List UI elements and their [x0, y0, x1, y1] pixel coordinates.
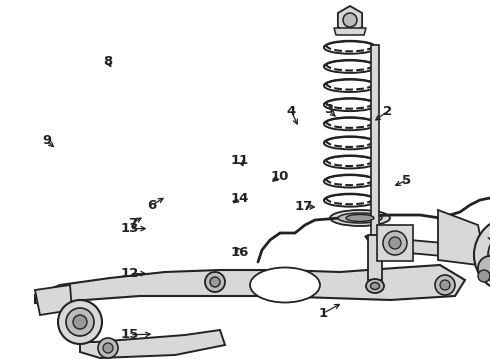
Text: 1: 1	[319, 307, 328, 320]
Polygon shape	[334, 28, 366, 35]
Text: 7: 7	[128, 217, 137, 230]
Text: 14: 14	[231, 192, 249, 204]
Polygon shape	[377, 225, 413, 261]
Polygon shape	[80, 330, 225, 358]
Text: 2: 2	[383, 105, 392, 118]
Polygon shape	[35, 285, 72, 315]
Polygon shape	[338, 6, 362, 34]
Ellipse shape	[346, 215, 374, 221]
Text: 5: 5	[402, 174, 411, 186]
Polygon shape	[488, 258, 490, 273]
Text: 10: 10	[270, 170, 289, 183]
Text: 12: 12	[121, 267, 139, 280]
Ellipse shape	[250, 267, 320, 302]
Circle shape	[103, 343, 113, 353]
Text: 17: 17	[294, 201, 313, 213]
Text: 16: 16	[231, 246, 249, 258]
Text: 6: 6	[147, 199, 156, 212]
Polygon shape	[438, 210, 482, 265]
Text: 8: 8	[103, 55, 112, 68]
Circle shape	[435, 275, 455, 295]
Text: 15: 15	[121, 328, 139, 341]
Polygon shape	[371, 45, 379, 235]
Circle shape	[488, 231, 490, 279]
Text: 3: 3	[324, 103, 333, 116]
Text: 4: 4	[287, 105, 296, 118]
Circle shape	[383, 231, 407, 255]
Circle shape	[478, 256, 490, 280]
Circle shape	[58, 300, 102, 344]
Circle shape	[478, 270, 490, 282]
Ellipse shape	[338, 213, 382, 223]
Polygon shape	[488, 237, 490, 251]
Text: 9: 9	[42, 134, 51, 147]
Polygon shape	[368, 235, 382, 280]
Circle shape	[98, 338, 118, 358]
Text: 13: 13	[121, 222, 139, 235]
Ellipse shape	[370, 283, 379, 289]
Circle shape	[343, 13, 357, 27]
Ellipse shape	[330, 210, 390, 226]
Circle shape	[205, 272, 225, 292]
Circle shape	[66, 308, 94, 336]
Polygon shape	[35, 265, 465, 306]
Polygon shape	[365, 236, 465, 258]
Circle shape	[389, 237, 401, 249]
Circle shape	[440, 280, 450, 290]
Ellipse shape	[366, 279, 384, 293]
Circle shape	[210, 277, 220, 287]
Circle shape	[73, 315, 87, 329]
Circle shape	[474, 217, 490, 293]
Text: 11: 11	[231, 154, 249, 167]
